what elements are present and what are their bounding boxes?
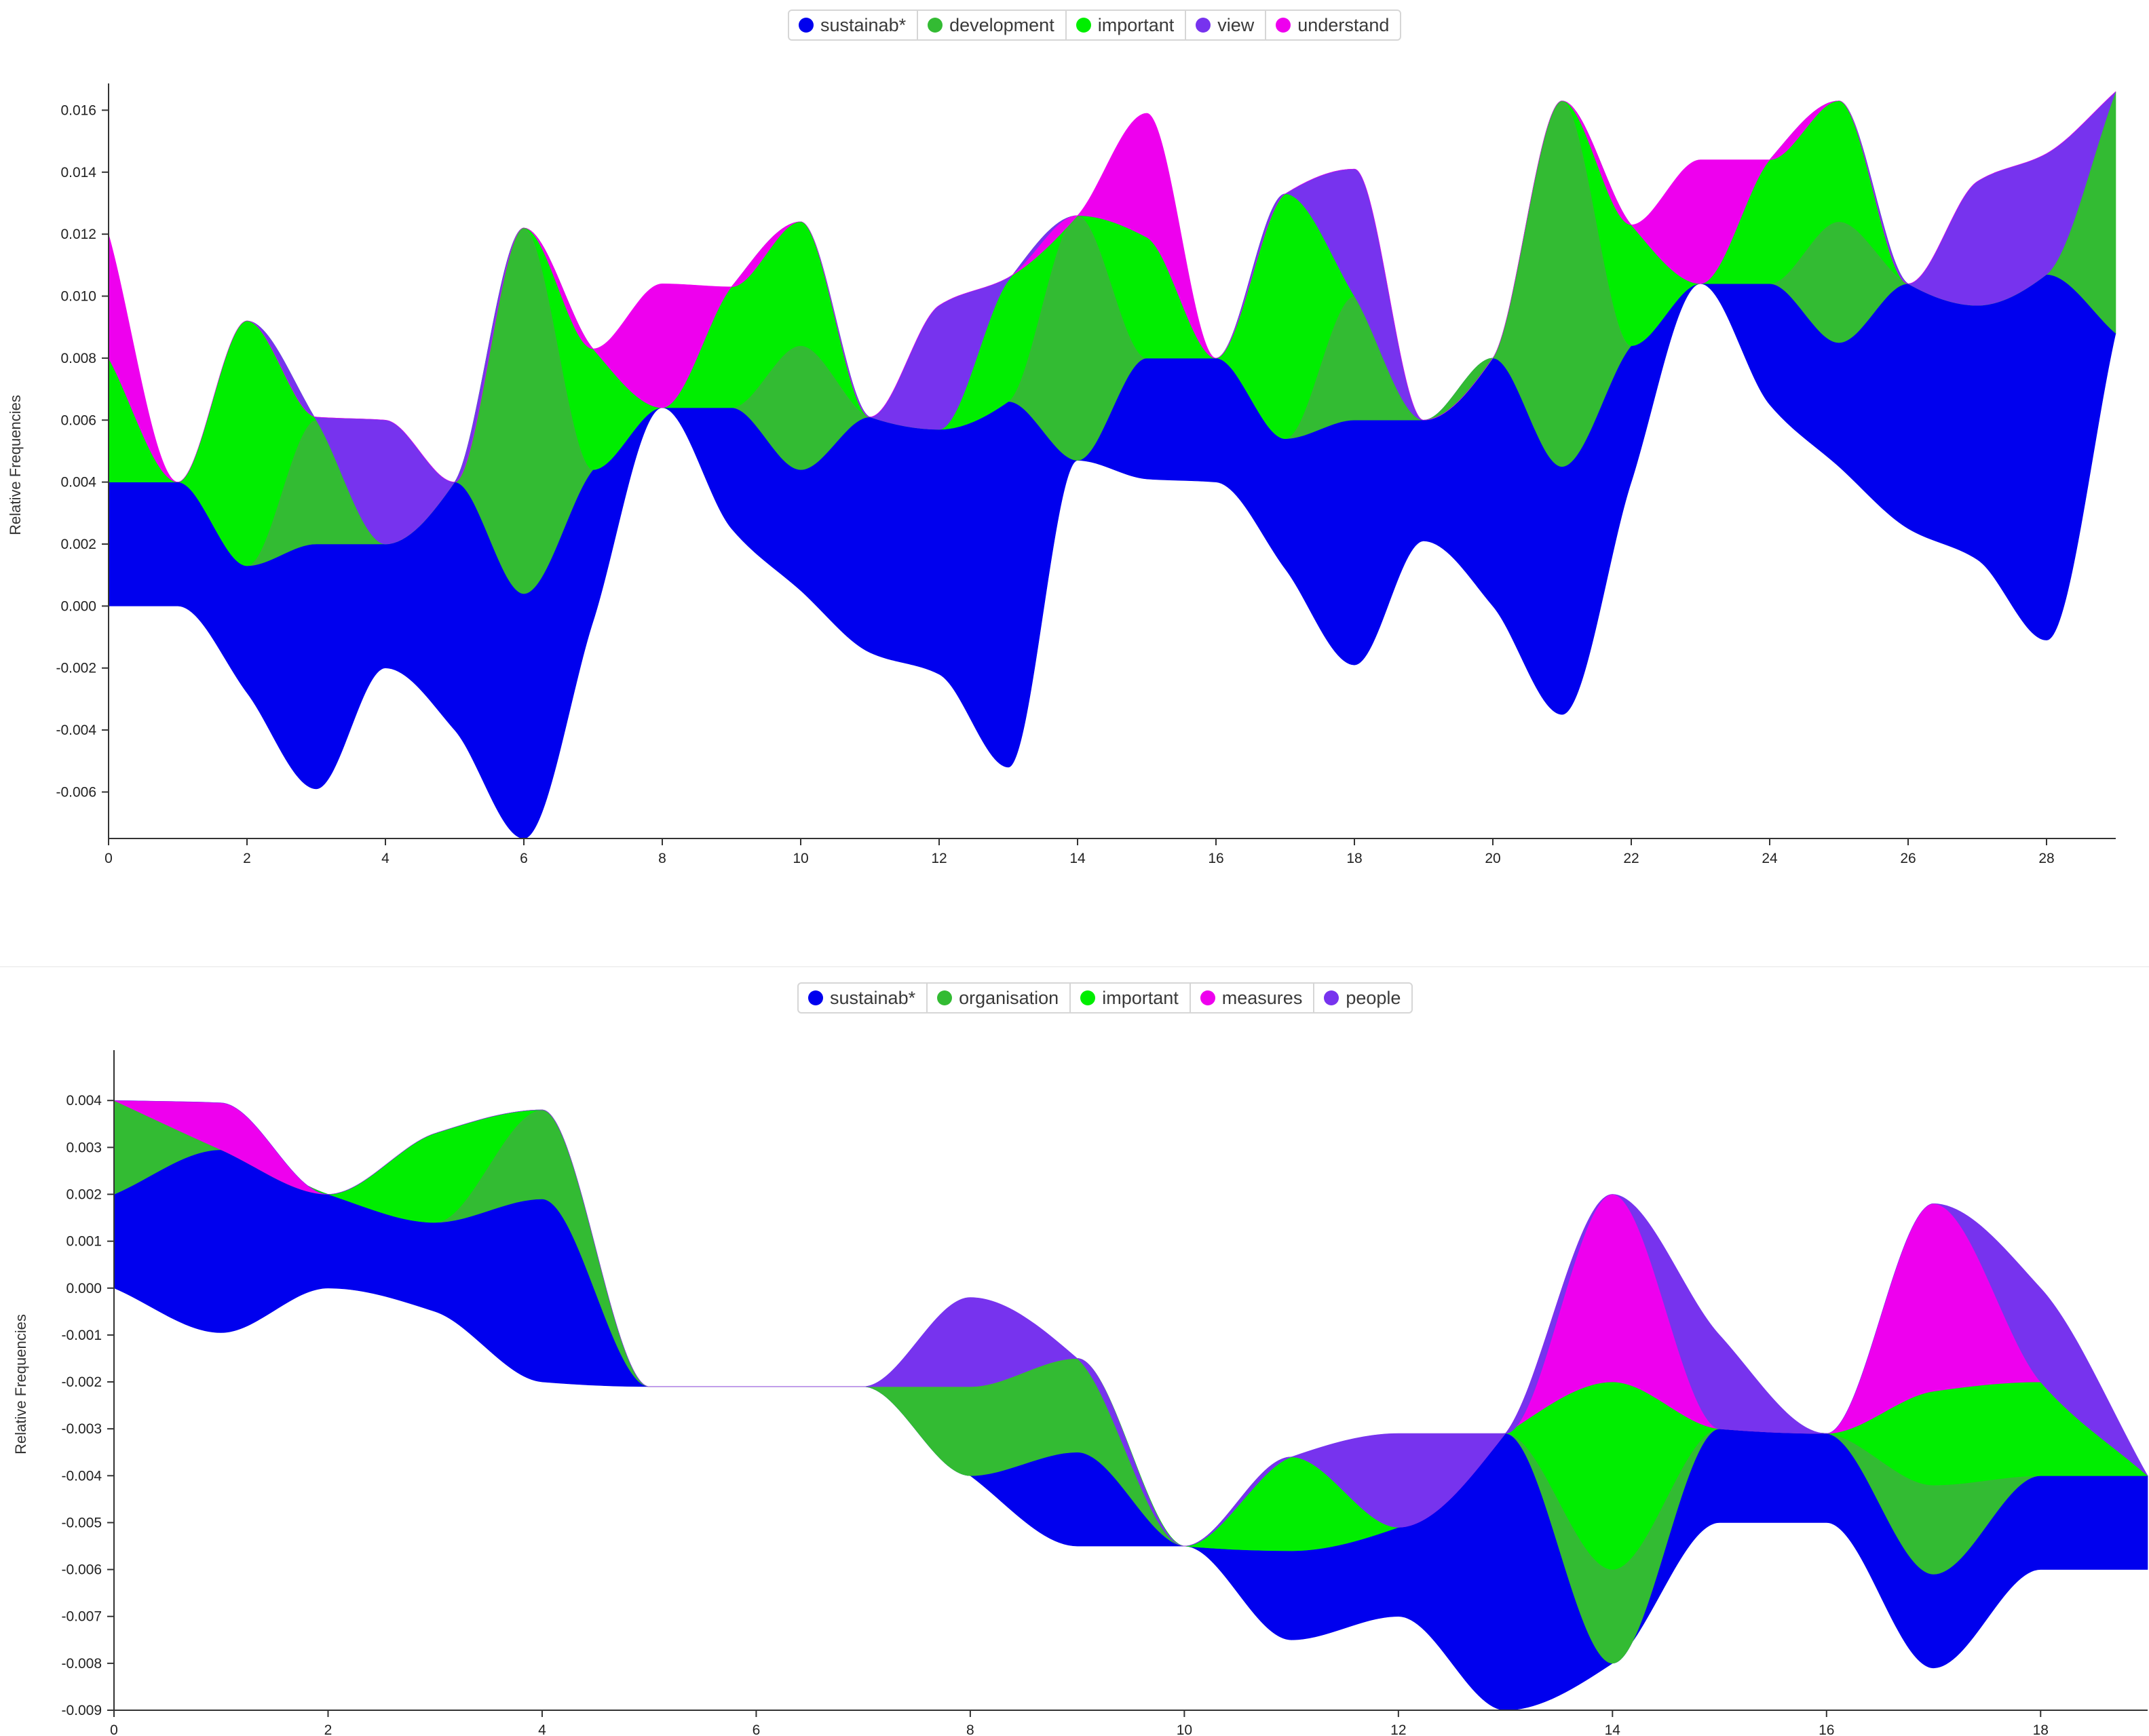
streamgraph-chart-2: -0.009 -0.008 -0.007 -0.006 -0.005 -0.004 -0.0… — [12, 1050, 2148, 1736]
legend-item-sustainab[interactable]: sustainab* — [789, 11, 919, 39]
x-tick-label: 4 — [381, 851, 389, 866]
legend-label: people — [1346, 987, 1401, 1008]
y-axis-label: Relative Frequencies — [7, 395, 24, 535]
x-tick-label: 26 — [1900, 851, 1916, 866]
legend-label: important — [1102, 987, 1179, 1008]
legend-item-important[interactable]: important — [1071, 984, 1191, 1012]
legend-label: measures — [1221, 987, 1303, 1008]
y-tick-label: 0.002 — [60, 537, 96, 552]
y-tick-label: 0.003 — [66, 1140, 102, 1155]
chart-divider — [0, 966, 2149, 967]
legend-swatch — [937, 990, 953, 1005]
x-tick-label: 12 — [931, 851, 947, 866]
x-tick-label: 16 — [1819, 1722, 1834, 1736]
y-tick-label: -0.004 — [61, 1468, 102, 1484]
legend-item-development[interactable]: development — [918, 11, 1067, 39]
legend-item-measures[interactable]: measures — [1191, 984, 1315, 1012]
streamgraph-chart-1: -0.006 -0.004 -0.002 0.000 0.002 0.004 0.006 0.… — [7, 83, 2116, 866]
x-tick-label: 4 — [538, 1722, 546, 1736]
legend-item-view[interactable]: view — [1186, 11, 1267, 39]
legend-item-organisation[interactable]: organisation — [928, 984, 1071, 1012]
x-tick-label: 28 — [2038, 851, 2054, 866]
y-tick-label: 0.000 — [66, 1281, 102, 1296]
legend-item-people[interactable]: people — [1314, 984, 1411, 1012]
legend-chart-2: sustainab* organisation important measur… — [797, 982, 1413, 1014]
y-tick-label: -0.009 — [61, 1703, 102, 1718]
x-tick-label: 18 — [2033, 1722, 2049, 1736]
y-tick-label: -0.006 — [61, 1562, 102, 1578]
y-tick-label: -0.002 — [61, 1374, 102, 1390]
y-tick-label: -0.007 — [61, 1609, 102, 1625]
x-tick-label: 22 — [1623, 851, 1639, 866]
legend-label: view — [1217, 14, 1255, 35]
legend-label: sustainab* — [820, 14, 907, 35]
x-tick-label: 6 — [753, 1722, 761, 1736]
y-tick-label: -0.008 — [61, 1656, 102, 1672]
y-tick-label: 0.008 — [60, 351, 96, 366]
y-tick-label: -0.004 — [56, 722, 96, 738]
x-tick-label: 20 — [1485, 851, 1500, 866]
x-tick-label: 16 — [1208, 851, 1223, 866]
x-tick-label: 2 — [324, 1722, 332, 1736]
x-tick-label: 18 — [1346, 851, 1362, 866]
y-tick-label: 0.004 — [60, 475, 96, 490]
y-tick-label: 0.006 — [60, 412, 96, 428]
legend-label: development — [949, 14, 1054, 35]
x-tick-label: 0 — [104, 851, 113, 866]
y-tick-label: 0.014 — [60, 165, 96, 180]
y-tick-label: -0.006 — [56, 784, 96, 800]
x-tick-label: 10 — [793, 851, 808, 866]
y-tick-label: 0.000 — [60, 598, 96, 614]
x-tick-label: 6 — [520, 851, 528, 866]
legend-item-understand[interactable]: understand — [1266, 11, 1400, 39]
legend-swatch — [1196, 18, 1211, 33]
x-tick-label: 12 — [1390, 1722, 1406, 1736]
stream-area-understand[interactable] — [108, 91, 2116, 482]
y-axis-label: Relative Frequencies — [12, 1314, 29, 1454]
y-tick-label: 0.004 — [66, 1093, 102, 1108]
legend-label: sustainab* — [830, 987, 916, 1008]
legend-item-important[interactable]: important — [1067, 11, 1187, 39]
y-tick-label: 0.012 — [60, 227, 96, 242]
legend-swatch — [1276, 18, 1291, 33]
legend-chart-1: sustainab* development important view un… — [788, 9, 1402, 41]
legend-label: understand — [1297, 14, 1390, 35]
y-tick-label: -0.003 — [61, 1421, 102, 1437]
y-tick-label: -0.001 — [61, 1328, 102, 1343]
legend-swatch — [799, 18, 814, 33]
legend-label: organisation — [959, 987, 1059, 1008]
y-tick-label: 0.002 — [66, 1187, 102, 1202]
y-tick-label: -0.002 — [56, 661, 96, 676]
x-tick-label: 14 — [1605, 1722, 1621, 1736]
x-tick-label: 24 — [1762, 851, 1778, 866]
legend-swatch — [928, 18, 943, 33]
y-tick-label: 0.010 — [60, 289, 96, 305]
legend-label: important — [1097, 14, 1175, 35]
x-tick-label: 10 — [1177, 1722, 1192, 1736]
legend-swatch — [1200, 990, 1215, 1005]
stream-area-people[interactable] — [113, 1100, 2148, 1547]
legend-swatch — [1076, 18, 1091, 33]
x-tick-label: 2 — [243, 851, 251, 866]
legend-swatch — [1324, 990, 1339, 1005]
x-tick-label: 14 — [1069, 851, 1086, 866]
x-tick-label: 8 — [966, 1722, 974, 1736]
legend-item-sustainab[interactable]: sustainab* — [799, 984, 928, 1012]
y-tick-label: 0.001 — [66, 1234, 102, 1250]
y-tick-label: -0.005 — [61, 1515, 102, 1530]
y-tick-label: 0.016 — [60, 102, 96, 118]
legend-swatch — [808, 990, 823, 1005]
x-tick-label: 8 — [658, 851, 666, 866]
x-tick-label: 0 — [110, 1722, 118, 1736]
legend-swatch — [1080, 990, 1096, 1005]
